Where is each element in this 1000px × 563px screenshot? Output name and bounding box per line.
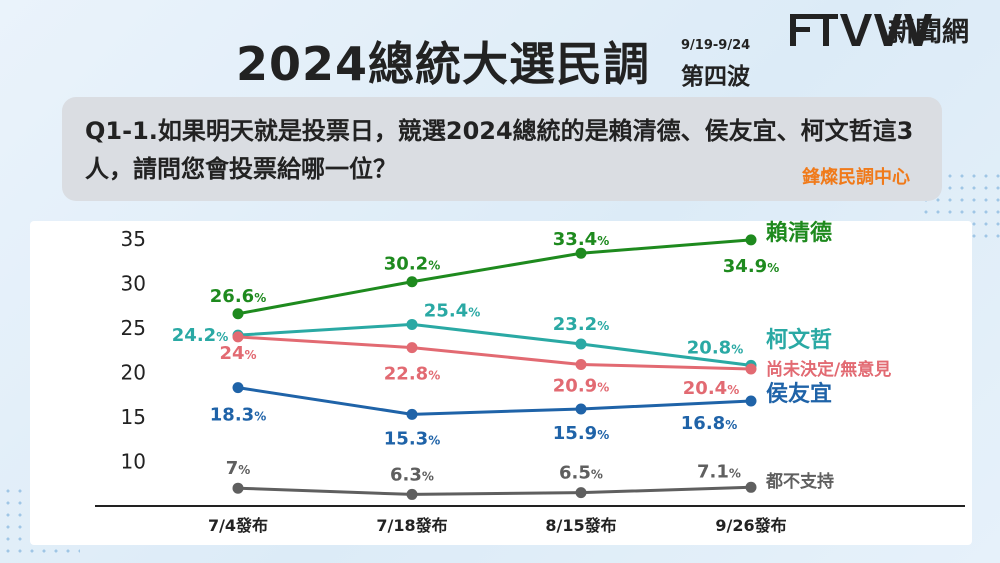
data-point-hou xyxy=(232,382,244,394)
data-point-none xyxy=(406,488,418,500)
y-tick-label: 25 xyxy=(121,316,146,340)
y-tick-label: 20 xyxy=(121,361,146,385)
data-point-hou xyxy=(406,408,418,420)
legend-label-lai: 賴清德 xyxy=(766,220,832,246)
data-label-lai: 26.6% xyxy=(210,286,266,307)
data-label-hou: 15.9% xyxy=(553,423,609,444)
legend-label-ko: 柯文哲 xyxy=(766,327,832,353)
data-label-lai: 30.2% xyxy=(384,254,440,275)
data-label-ko: 24.2% xyxy=(172,325,228,346)
data-point-undecided xyxy=(745,363,757,375)
data-label-none: 6.5% xyxy=(559,463,603,484)
series-line-undecided xyxy=(237,335,752,371)
data-point-hou xyxy=(745,395,757,407)
series-line-ko xyxy=(237,322,752,367)
data-label-lai: 33.4% xyxy=(553,229,609,250)
data-point-undecided xyxy=(406,342,418,354)
data-label-none: 7% xyxy=(226,458,251,479)
data-point-none xyxy=(745,481,757,493)
data-label-ko: 25.4% xyxy=(424,300,480,321)
data-point-ko xyxy=(575,338,587,350)
data-label-hou: 16.8% xyxy=(681,413,737,434)
data-label-ko: 23.2% xyxy=(553,314,609,335)
data-label-undecided: 22.8% xyxy=(384,364,440,385)
data-point-undecided xyxy=(575,358,587,370)
legend-label-none: 都不支持 xyxy=(765,471,834,492)
question-box xyxy=(62,97,942,201)
data-label-lai: 34.9% xyxy=(723,256,779,277)
logo-text: 新聞網 xyxy=(888,17,969,48)
chart-panel xyxy=(30,221,972,545)
legend-label-undecided: 尚未決定/無意見 xyxy=(766,359,891,380)
x-tick-label: 7/18發布 xyxy=(376,516,447,535)
series-line-hou xyxy=(237,386,752,416)
data-point-none xyxy=(232,482,244,494)
page-title: 2024總統大選民調 xyxy=(236,37,651,91)
date-range: 9/19-9/24 xyxy=(681,38,751,53)
source-label: 鋒燦民調中心 xyxy=(802,167,910,188)
data-label-none: 6.3% xyxy=(390,464,434,485)
data-label-ko: 20.8% xyxy=(687,337,743,358)
wave-label: 第四波 xyxy=(681,64,750,90)
x-tick-label: 7/4發布 xyxy=(208,516,268,535)
data-point-ko xyxy=(406,318,418,330)
data-point-lai xyxy=(232,308,244,320)
data-label-undecided: 20.9% xyxy=(553,375,609,396)
data-label-hou: 18.3% xyxy=(210,405,266,426)
data-point-hou xyxy=(575,403,587,415)
data-point-none xyxy=(575,487,587,499)
y-tick-label: 35 xyxy=(121,227,146,251)
y-tick-label: 10 xyxy=(121,450,146,474)
ftv-logo-icon xyxy=(790,14,932,46)
data-label-undecided: 20.4% xyxy=(683,378,739,399)
x-tick-label: 9/26發布 xyxy=(715,516,786,535)
data-point-undecided xyxy=(232,331,244,343)
y-tick-label: 15 xyxy=(121,405,146,429)
data-point-lai xyxy=(745,234,757,246)
series-line-lai xyxy=(237,238,752,316)
series-line-none xyxy=(237,485,752,496)
data-point-lai xyxy=(575,247,587,259)
data-label-none: 7.1% xyxy=(697,461,741,482)
y-tick-label: 30 xyxy=(121,272,146,296)
x-tick-label: 8/15發布 xyxy=(545,516,616,535)
data-label-undecided: 24% xyxy=(219,343,256,364)
data-point-lai xyxy=(406,276,418,288)
data-label-hou: 15.3% xyxy=(384,428,440,449)
legend-label-hou: 侯友宜 xyxy=(766,381,832,407)
question-text: Q1-1.如果明天就是投票日，競選2024總統的是賴清德、侯友宜、柯文哲這3人，… xyxy=(85,117,914,183)
